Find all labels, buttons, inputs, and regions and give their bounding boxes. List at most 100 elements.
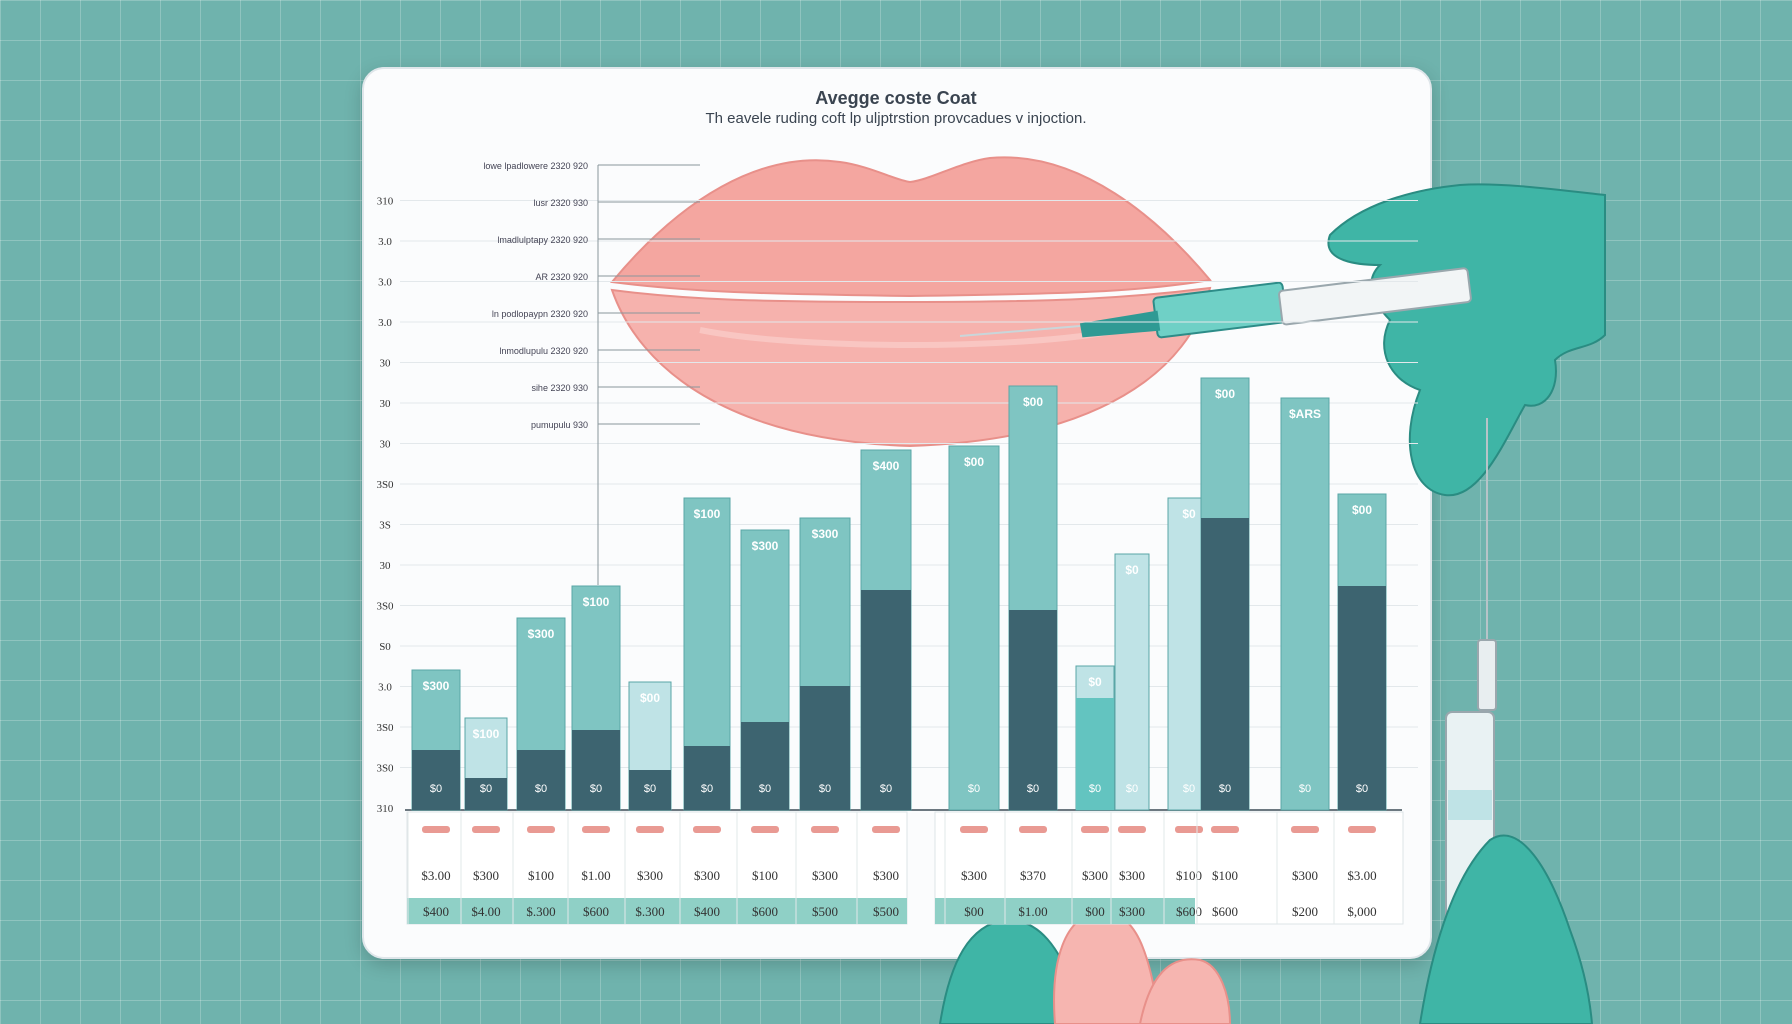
table-row1-value: $3.00 <box>1347 868 1376 883</box>
bar-lower-segment <box>1201 518 1249 810</box>
table-header-mark <box>872 826 900 833</box>
table-header-mark <box>1211 826 1239 833</box>
bar-bottom-label: $0 <box>819 783 831 795</box>
bar-bottom-label: $0 <box>1356 783 1368 795</box>
bar-top-label: $00 <box>1023 395 1043 409</box>
table-header-mark <box>422 826 450 833</box>
table-header-mark <box>1019 826 1047 833</box>
table-row1-value: $3.00 <box>421 868 450 883</box>
callout-label: AR 2320 920 <box>535 272 588 282</box>
table-row2-value: $600 <box>1176 904 1202 919</box>
callout-label: ln podlopaypn 2320 920 <box>492 309 588 319</box>
table-row1-value: $300 <box>637 868 663 883</box>
bar-top-label: $300 <box>528 627 555 641</box>
bar-lower-segment <box>684 746 730 810</box>
bar-lower-segment <box>1076 698 1114 810</box>
callout-label: lnmodlupulu 2320 920 <box>499 346 588 356</box>
y-tick-label: 3S0 <box>376 601 394 613</box>
bar-lower-segment <box>861 590 911 810</box>
callout-label: sihe 2320 930 <box>531 383 588 393</box>
table-row2-value: $4.00 <box>471 904 500 919</box>
bar <box>1280 397 1330 811</box>
bar-top-label: $100 <box>583 595 610 609</box>
callout-label: lowe lpadlowere 2320 920 <box>483 161 588 171</box>
bar-bottom-label: $0 <box>535 783 547 795</box>
table-header-mark <box>1081 826 1109 833</box>
table-row2-value: $,000 <box>1347 904 1376 919</box>
chart-subtitle: Th eavele ruding coft lp uljptrstion pro… <box>705 110 1087 127</box>
y-tick-label: 30 <box>380 560 392 572</box>
table-row1-value: $100 <box>1212 868 1238 883</box>
bar-bottom-label: $0 <box>1183 783 1195 795</box>
table-header-mark <box>1291 826 1319 833</box>
table-row2-value: $500 <box>873 904 899 919</box>
y-tick-label: 30 <box>380 439 392 451</box>
table-row2-value: $600 <box>752 904 778 919</box>
bar-top-label: $100 <box>473 727 500 741</box>
table-row1-value: $300 <box>961 868 987 883</box>
y-tick-label: 3S <box>379 520 391 532</box>
table-row2-value: $1.00 <box>1018 904 1047 919</box>
bar-top-label: $ARS <box>1289 407 1321 421</box>
table-row1-value: $100 <box>752 868 778 883</box>
bar-bottom-label: $0 <box>480 783 492 795</box>
table-header-mark <box>960 826 988 833</box>
bar-bottom-label: $0 <box>430 783 442 795</box>
bar <box>1114 553 1150 811</box>
y-tick-label: 3.0 <box>378 317 392 329</box>
bar-bottom-label: $0 <box>880 783 892 795</box>
table-row1-value: $1.00 <box>581 868 610 883</box>
bar-top-label: $0 <box>1088 675 1102 689</box>
callout-label: pumupulu 930 <box>531 420 588 430</box>
bar-bottom-label: $0 <box>1219 783 1231 795</box>
table-header-mark <box>1175 826 1203 833</box>
table-row1-value: $100 <box>1176 868 1202 883</box>
bar-top-label: $00 <box>640 691 660 705</box>
y-tick-label: 3S0 <box>376 763 394 775</box>
y-tick-label: 3S0 <box>376 722 394 734</box>
bar-top-label: $300 <box>812 527 839 541</box>
bar-top-label: $300 <box>423 679 450 693</box>
y-tick-label: 3.0 <box>378 277 392 289</box>
table-row1-value: $300 <box>1119 868 1145 883</box>
table-row2-value: $400 <box>423 904 449 919</box>
bar-top-label: $00 <box>964 455 984 469</box>
table-header-mark <box>582 826 610 833</box>
table-row2-value: $600 <box>583 904 609 919</box>
table-row2-value: $00 <box>1085 904 1105 919</box>
table-row2-value: $.300 <box>635 904 664 919</box>
y-tick-label: 310 <box>377 803 394 815</box>
table-header-mark <box>472 826 500 833</box>
bar-lower-segment <box>572 730 620 810</box>
table-header-mark <box>1118 826 1146 833</box>
bar-bottom-label: $0 <box>968 783 980 795</box>
callout-label: lusr 2320 930 <box>533 198 588 208</box>
y-tick-label: 3S0 <box>376 479 394 491</box>
table-header-mark <box>811 826 839 833</box>
lips-illustration <box>610 156 1212 448</box>
bar-top-label: $300 <box>752 539 779 553</box>
table-header-mark <box>1348 826 1376 833</box>
table-row2-value: $.300 <box>526 904 555 919</box>
y-tick-label: 3.0 <box>378 682 392 694</box>
bar-lower-segment <box>1009 610 1057 810</box>
table-header-mark <box>527 826 555 833</box>
chart-title: Avegge coste Coat <box>815 88 977 108</box>
table-row1-value: $300 <box>873 868 899 883</box>
table-row2-value: $400 <box>694 904 720 919</box>
table-row1-value: $300 <box>812 868 838 883</box>
bar-lower-segment <box>1338 586 1386 810</box>
table-row1-value: $100 <box>528 868 554 883</box>
table-row2-value: $600 <box>1212 904 1238 919</box>
bar-lower-segment <box>412 750 460 810</box>
bar-top-label: $00 <box>1352 503 1372 517</box>
bar-top-label: $00 <box>1215 387 1235 401</box>
bar-lower-segment <box>629 770 671 810</box>
table-row2-value: $200 <box>1292 904 1318 919</box>
table-header-mark <box>751 826 779 833</box>
table-row2-value: $300 <box>1119 904 1145 919</box>
y-tick-label: 30 <box>380 358 392 370</box>
table-header-mark <box>636 826 664 833</box>
bar-lower-segment <box>465 778 507 810</box>
